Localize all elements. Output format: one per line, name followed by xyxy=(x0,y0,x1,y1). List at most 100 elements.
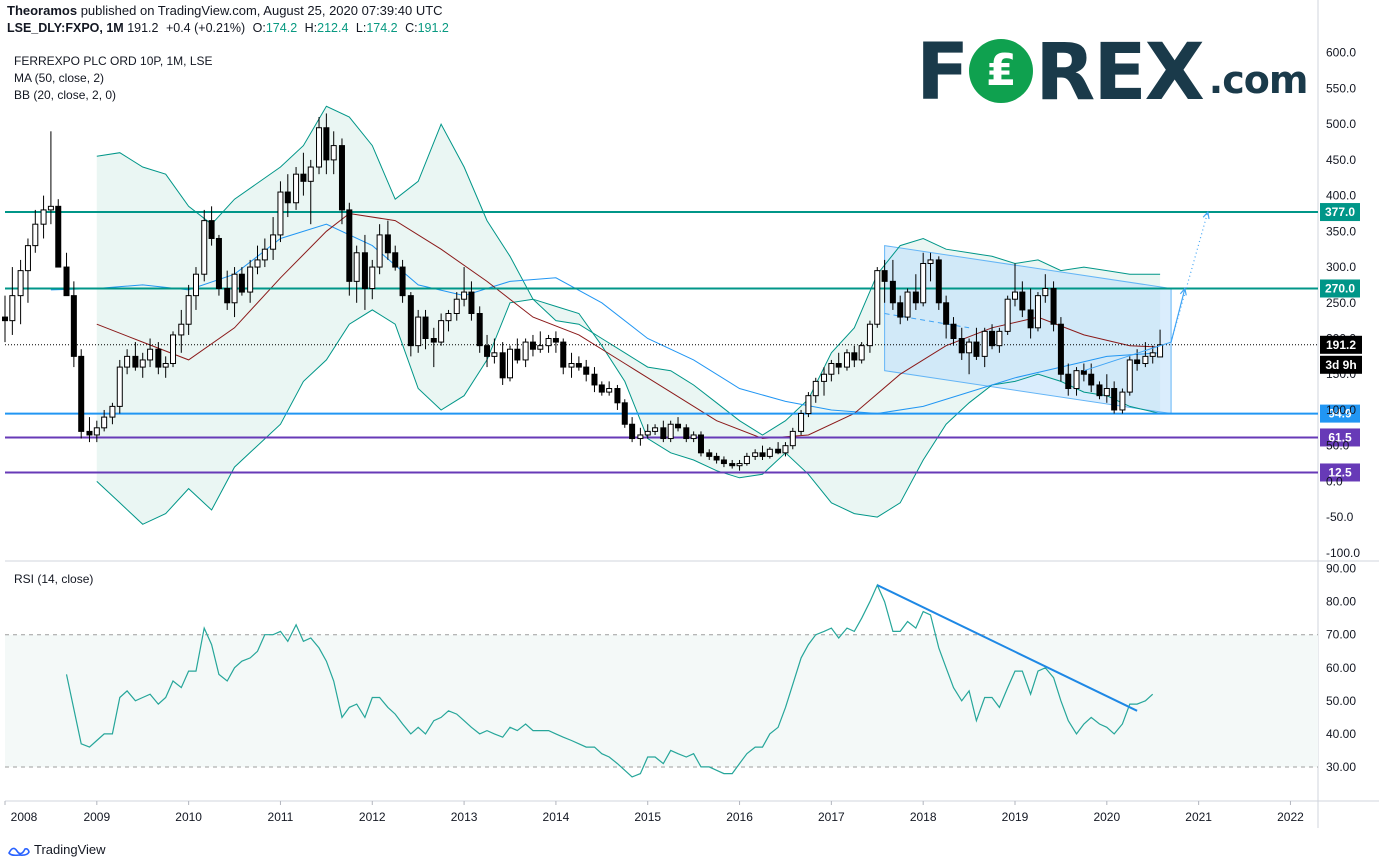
candle-body xyxy=(729,463,736,467)
ma-legend[interactable]: MA (50, close, 2) xyxy=(14,71,105,85)
candle-body xyxy=(835,363,842,368)
candle-body xyxy=(927,259,934,264)
candle-body xyxy=(491,352,498,357)
y-tick-label: 100.0 xyxy=(1326,403,1356,417)
candle-body xyxy=(415,316,422,347)
candle-body xyxy=(1119,391,1126,411)
candle-body xyxy=(1134,359,1141,365)
candle-body xyxy=(966,341,973,354)
candle-body xyxy=(1042,287,1049,297)
candle-body xyxy=(1019,291,1026,311)
candle-body xyxy=(514,348,521,361)
candle-body xyxy=(1004,298,1011,332)
rsi-tick-label: 90.00 xyxy=(1326,562,1356,576)
candle-body xyxy=(981,330,988,357)
x-tick-label: 2011 xyxy=(268,810,294,824)
candle-body xyxy=(935,259,942,304)
candle-body xyxy=(316,127,323,168)
candle-body xyxy=(683,427,690,440)
y-tick-label: 450.0 xyxy=(1326,153,1356,167)
close-label: C: xyxy=(405,21,418,35)
instrument-legend[interactable]: FERREXPO PLC ORD 10P, 1M, LSE xyxy=(14,54,213,68)
candle-body xyxy=(690,434,697,440)
x-tick-label: 2022 xyxy=(1277,810,1304,824)
candle-body xyxy=(86,430,93,436)
forex-logo: F ₤ REX .com xyxy=(916,28,1308,118)
candle-body xyxy=(1080,370,1087,375)
candle-body xyxy=(821,373,828,382)
candle-body xyxy=(652,427,659,432)
y-tick-label: 0.0 xyxy=(1326,474,1343,488)
high-label: H: xyxy=(304,21,318,35)
candle-body xyxy=(1103,388,1110,397)
candle-body xyxy=(284,191,291,204)
x-tick-label: 2009 xyxy=(83,810,110,824)
target-arrow-head xyxy=(1202,210,1210,220)
candle-body xyxy=(789,430,796,447)
candle-body xyxy=(330,145,337,161)
countdown-badge xyxy=(1320,355,1362,374)
candle-body xyxy=(958,338,965,354)
candle-body xyxy=(215,237,222,289)
candle-body xyxy=(468,291,475,315)
candle-body xyxy=(1050,287,1057,325)
candle-body xyxy=(920,262,927,304)
candle-body xyxy=(63,266,70,297)
level-label-1: 270.0 xyxy=(1325,281,1355,295)
last-price-label: 191.2 xyxy=(1326,338,1356,352)
last-price-badge xyxy=(1320,335,1362,354)
publisher-name[interactable]: Theoramos xyxy=(7,3,78,18)
candle-body xyxy=(353,252,360,282)
candle-body xyxy=(139,359,146,368)
rsi-tick-label: 80.00 xyxy=(1326,595,1356,609)
candle-body xyxy=(1088,373,1095,386)
candle-body xyxy=(766,448,773,457)
candle-body xyxy=(828,363,835,375)
candle-body xyxy=(629,423,636,440)
bb-legend[interactable]: BB (20, close, 2, 0) xyxy=(14,88,117,102)
candle-body xyxy=(70,295,77,357)
bb-lower-line xyxy=(96,298,1161,525)
candle-body xyxy=(1034,295,1041,329)
candle-body xyxy=(598,384,605,393)
candle-body xyxy=(591,373,598,386)
candle-body xyxy=(369,266,376,289)
rsi-legend[interactable]: RSI (14, close) xyxy=(14,572,94,586)
tradingview-footer[interactable]: TradingView xyxy=(8,842,106,857)
candle-body xyxy=(361,252,368,289)
candle-body xyxy=(943,302,950,325)
candle-body xyxy=(507,348,513,379)
candle-body xyxy=(178,323,185,336)
candle-body xyxy=(1111,388,1118,411)
x-tick-label: 2013 xyxy=(451,810,478,824)
candle-body xyxy=(1142,355,1149,365)
rsi-trendline xyxy=(876,584,1138,712)
candle-body xyxy=(798,413,805,432)
last-price: 191.2 xyxy=(127,21,159,35)
candle-body xyxy=(743,455,750,465)
candle-body xyxy=(147,348,154,361)
candle-body xyxy=(1012,291,1018,300)
candle-body xyxy=(697,434,704,454)
rsi-tick-label: 30.00 xyxy=(1326,760,1356,774)
tradingview-brand: TradingView xyxy=(34,842,106,857)
y-tick-label: 50.0 xyxy=(1326,439,1350,453)
candle-body xyxy=(851,352,858,361)
x-tick-label: 2018 xyxy=(910,810,937,824)
candle-body xyxy=(667,423,674,440)
y-tick-label: 300.0 xyxy=(1326,260,1356,274)
candle-body xyxy=(858,345,865,361)
candle-body xyxy=(293,173,300,204)
candle-body xyxy=(438,320,445,343)
candle-body xyxy=(529,341,536,350)
candle-body xyxy=(32,223,39,247)
candle-body xyxy=(537,345,544,350)
candle-body xyxy=(499,352,506,379)
candle-body xyxy=(407,295,414,347)
candle-body xyxy=(338,145,345,211)
level-badge-3 xyxy=(1320,428,1360,447)
candle-body xyxy=(575,363,582,368)
level-badge-0 xyxy=(1320,203,1360,222)
candle-body xyxy=(392,252,399,268)
y-tick-label: -50.0 xyxy=(1326,510,1354,524)
